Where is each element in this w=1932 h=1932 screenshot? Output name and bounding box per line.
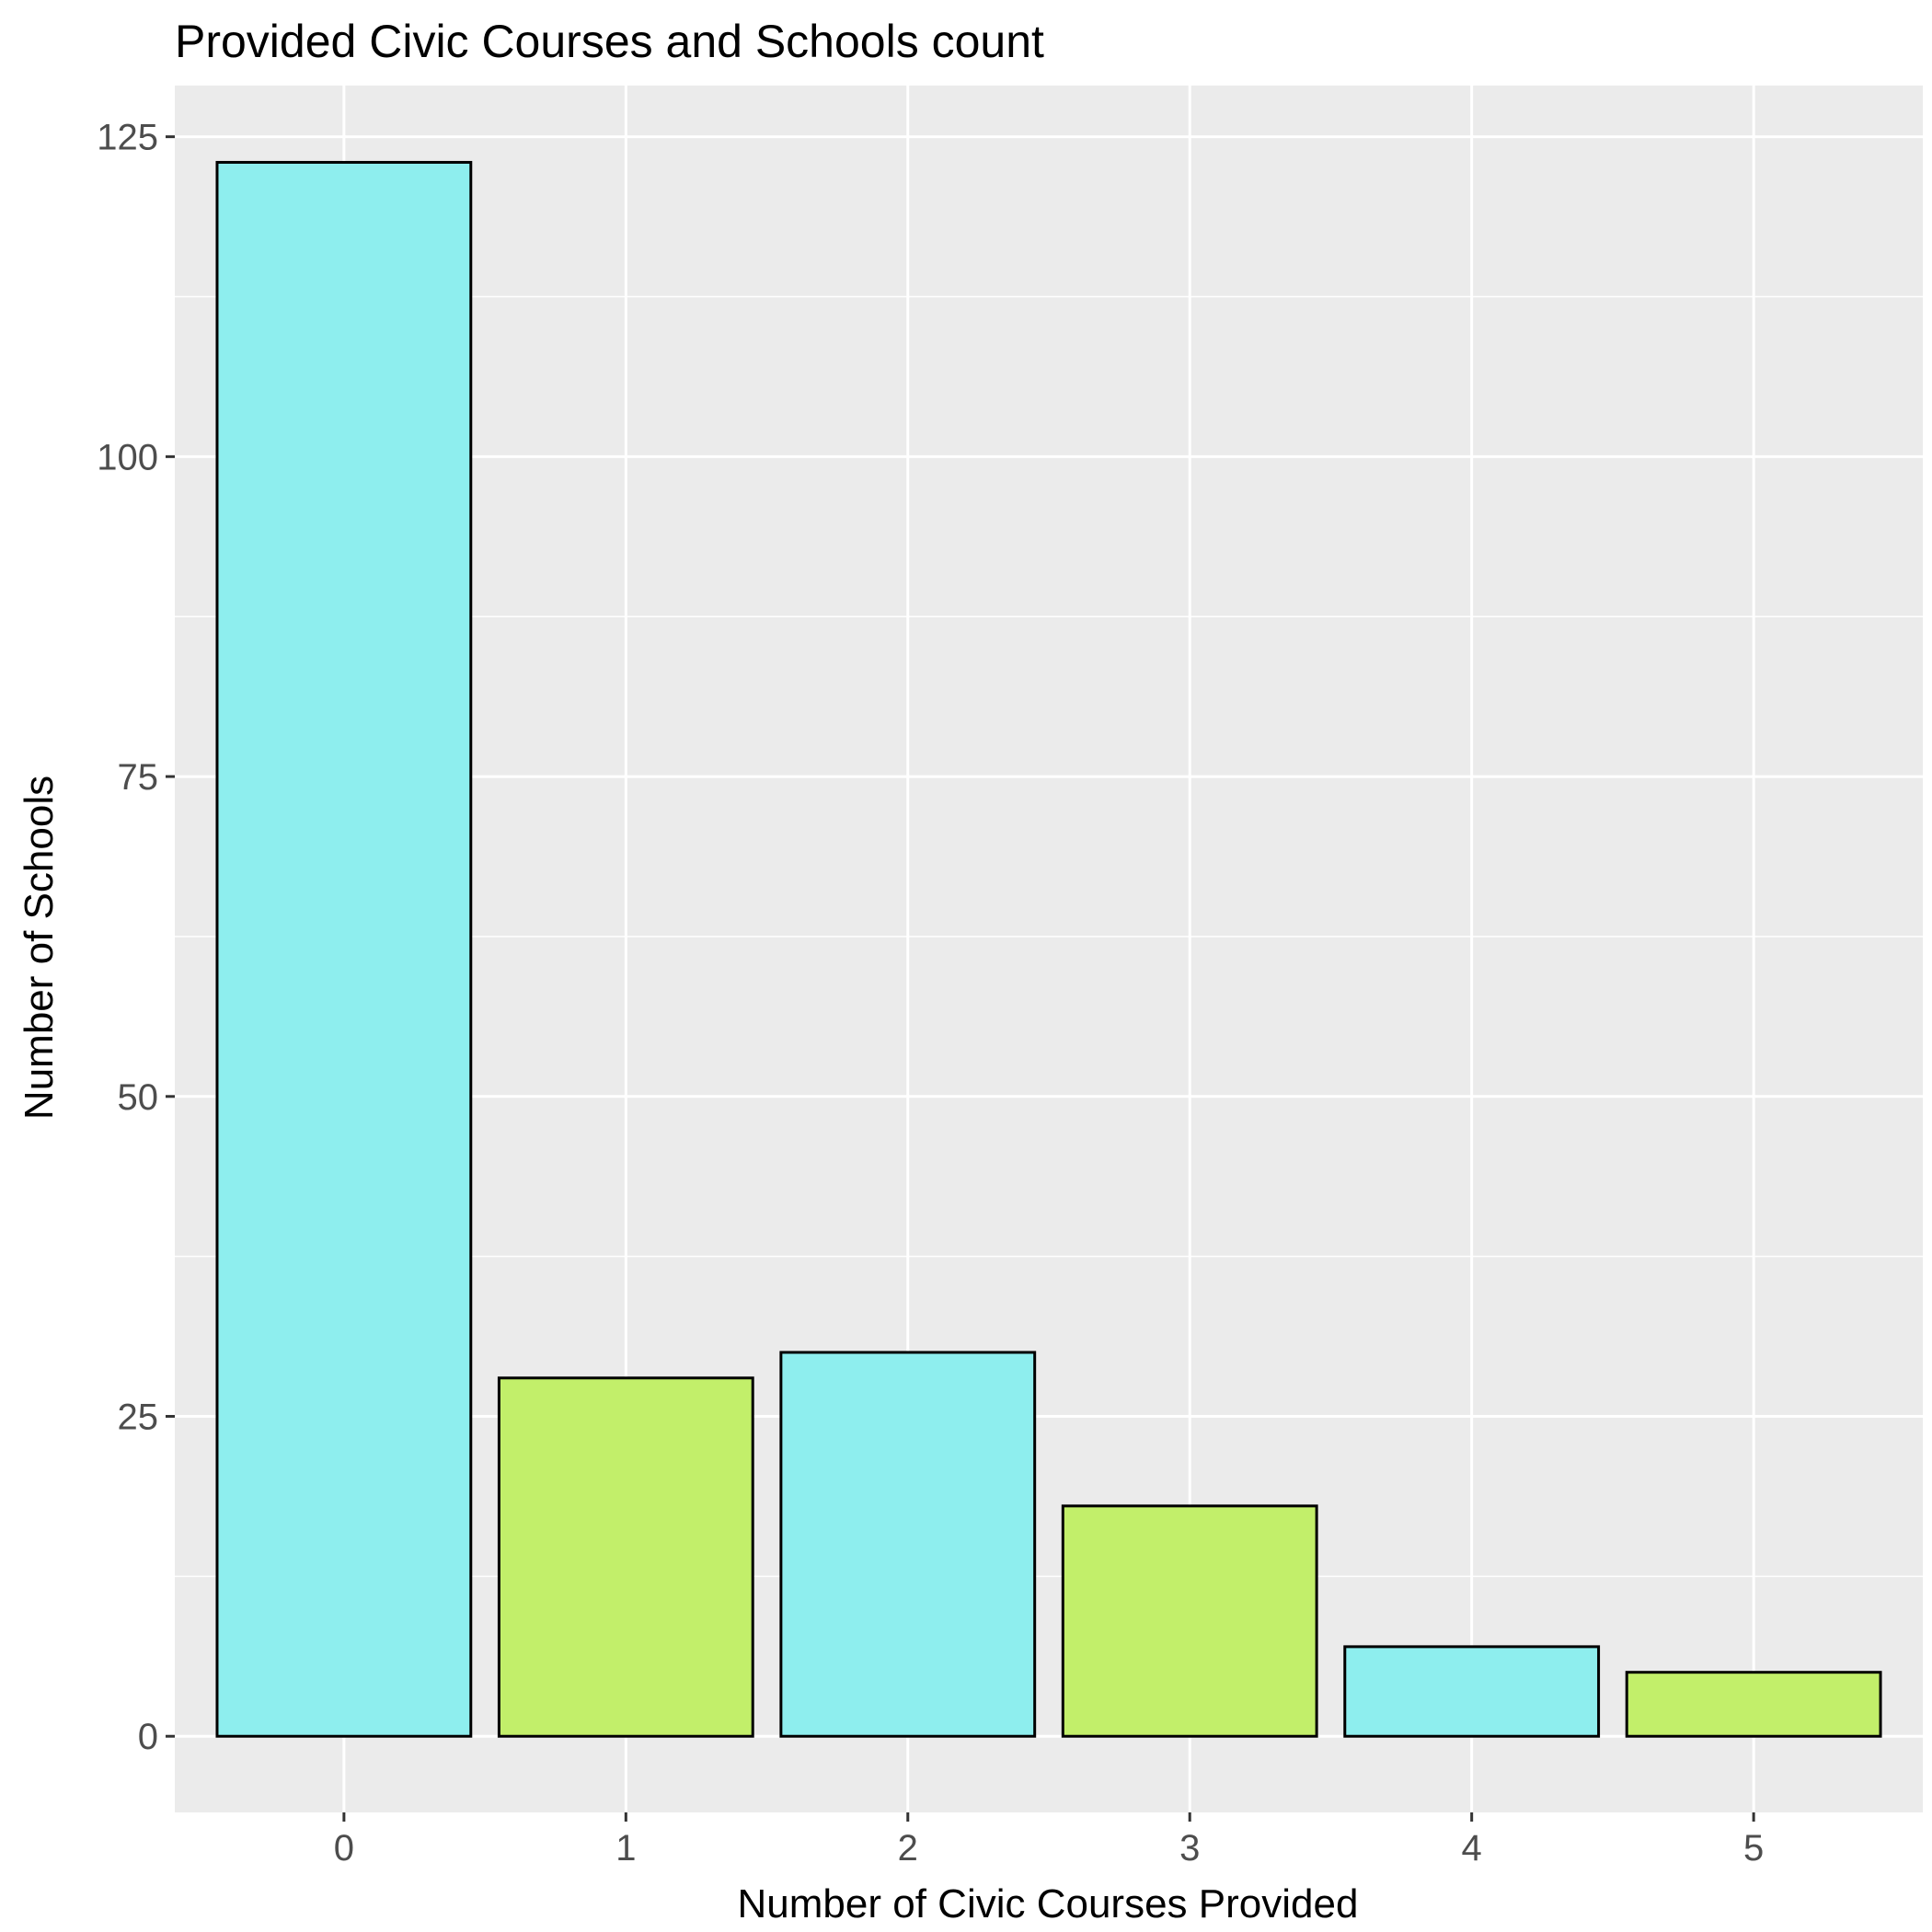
- y-tick-label: 50: [118, 1077, 159, 1118]
- bar-4: [1343, 1645, 1601, 1738]
- y-tick-label: 25: [118, 1397, 159, 1438]
- y-axis-title: Number of Schools: [17, 776, 62, 1120]
- x-tick-label: 5: [1743, 1828, 1764, 1869]
- bar-2: [779, 1351, 1037, 1738]
- chart-title: Provided Civic Courses and Schools count: [175, 16, 1044, 67]
- y-tick-label: 100: [97, 437, 158, 477]
- y-tick-label: 125: [97, 118, 158, 158]
- x-tick-label: 4: [1462, 1828, 1482, 1869]
- bars: [215, 160, 1882, 1738]
- y-axis: 0 25 50 75 100 125: [97, 118, 175, 1757]
- x-axis: 0 1 2 3 4 5: [334, 1812, 1764, 1869]
- x-tick-label: 2: [898, 1828, 918, 1869]
- x-tick-label: 3: [1179, 1828, 1200, 1869]
- y-tick-label: 0: [138, 1717, 158, 1757]
- x-tick-label: 1: [615, 1828, 636, 1869]
- bar-5: [1625, 1671, 1882, 1738]
- bar-0: [215, 160, 473, 1738]
- bar-1: [497, 1376, 754, 1738]
- x-axis-title: Number of Civic Courses Provided: [738, 1881, 1359, 1926]
- bar-3: [1061, 1504, 1318, 1738]
- x-tick-label: 0: [334, 1828, 354, 1869]
- y-tick-label: 75: [118, 757, 159, 798]
